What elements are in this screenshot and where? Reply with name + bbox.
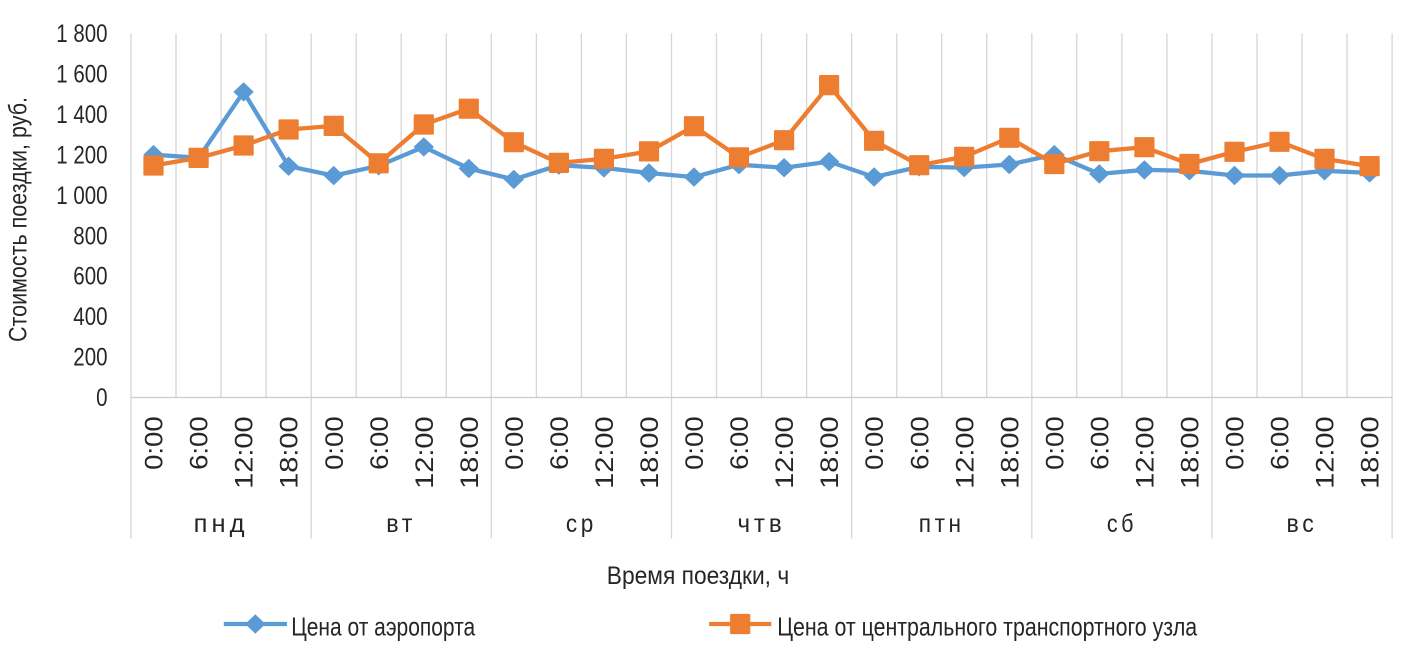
svg-text:вт: вт bbox=[386, 510, 416, 538]
svg-text:12:00: 12:00 bbox=[1312, 416, 1340, 489]
svg-text:0:00: 0:00 bbox=[681, 416, 709, 470]
svg-text:6:00: 6:00 bbox=[546, 416, 574, 470]
svg-text:6:00: 6:00 bbox=[1086, 416, 1114, 470]
svg-text:1 200: 1 200 bbox=[56, 141, 107, 169]
svg-text:200: 200 bbox=[73, 344, 107, 372]
svg-text:0: 0 bbox=[96, 384, 107, 412]
svg-text:1 600: 1 600 bbox=[56, 61, 107, 89]
svg-text:птн: птн bbox=[919, 510, 965, 538]
svg-text:Время поездки, ч: Время поездки, ч bbox=[607, 562, 789, 590]
svg-text:12:00: 12:00 bbox=[951, 416, 979, 489]
svg-text:18:00: 18:00 bbox=[456, 416, 484, 489]
svg-text:0:00: 0:00 bbox=[501, 416, 529, 470]
svg-text:0:00: 0:00 bbox=[321, 416, 349, 470]
svg-text:6:00: 6:00 bbox=[726, 416, 754, 470]
svg-text:0:00: 0:00 bbox=[141, 416, 169, 470]
svg-text:Цена от центрального транспорт: Цена от центрального транспортного узла bbox=[777, 612, 1197, 642]
svg-text:12:00: 12:00 bbox=[591, 416, 619, 489]
svg-text:6:00: 6:00 bbox=[186, 416, 214, 470]
svg-text:400: 400 bbox=[73, 303, 107, 331]
svg-text:18:00: 18:00 bbox=[996, 416, 1024, 489]
svg-text:18:00: 18:00 bbox=[816, 416, 844, 489]
svg-text:чтв: чтв bbox=[738, 510, 786, 538]
svg-text:сб: сб bbox=[1107, 510, 1137, 538]
svg-text:18:00: 18:00 bbox=[276, 416, 304, 489]
svg-text:12:00: 12:00 bbox=[411, 416, 439, 489]
svg-text:вс: вс bbox=[1287, 510, 1318, 538]
svg-text:Стоимость поездки, руб.: Стоимость поездки, руб. bbox=[5, 97, 33, 342]
svg-text:12:00: 12:00 bbox=[1132, 416, 1160, 489]
svg-text:0:00: 0:00 bbox=[861, 416, 889, 470]
svg-text:18:00: 18:00 bbox=[636, 416, 664, 489]
svg-text:6:00: 6:00 bbox=[906, 416, 934, 470]
svg-text:1 000: 1 000 bbox=[56, 182, 107, 210]
svg-text:12:00: 12:00 bbox=[771, 416, 799, 489]
svg-text:ср: ср bbox=[566, 510, 597, 538]
svg-text:6:00: 6:00 bbox=[366, 416, 394, 470]
svg-text:18:00: 18:00 bbox=[1357, 416, 1385, 489]
svg-text:600: 600 bbox=[73, 263, 107, 291]
svg-text:Цена от аэропорта: Цена от аэропорта bbox=[291, 612, 475, 642]
svg-text:18:00: 18:00 bbox=[1177, 416, 1205, 489]
svg-text:800: 800 bbox=[73, 222, 107, 250]
svg-text:1 400: 1 400 bbox=[56, 101, 107, 129]
svg-text:0:00: 0:00 bbox=[1041, 416, 1069, 470]
svg-text:6:00: 6:00 bbox=[1267, 416, 1295, 470]
svg-text:пнд: пнд bbox=[194, 510, 249, 538]
svg-text:0:00: 0:00 bbox=[1222, 416, 1250, 470]
svg-text:12:00: 12:00 bbox=[231, 416, 259, 489]
svg-text:1 800: 1 800 bbox=[56, 20, 107, 48]
